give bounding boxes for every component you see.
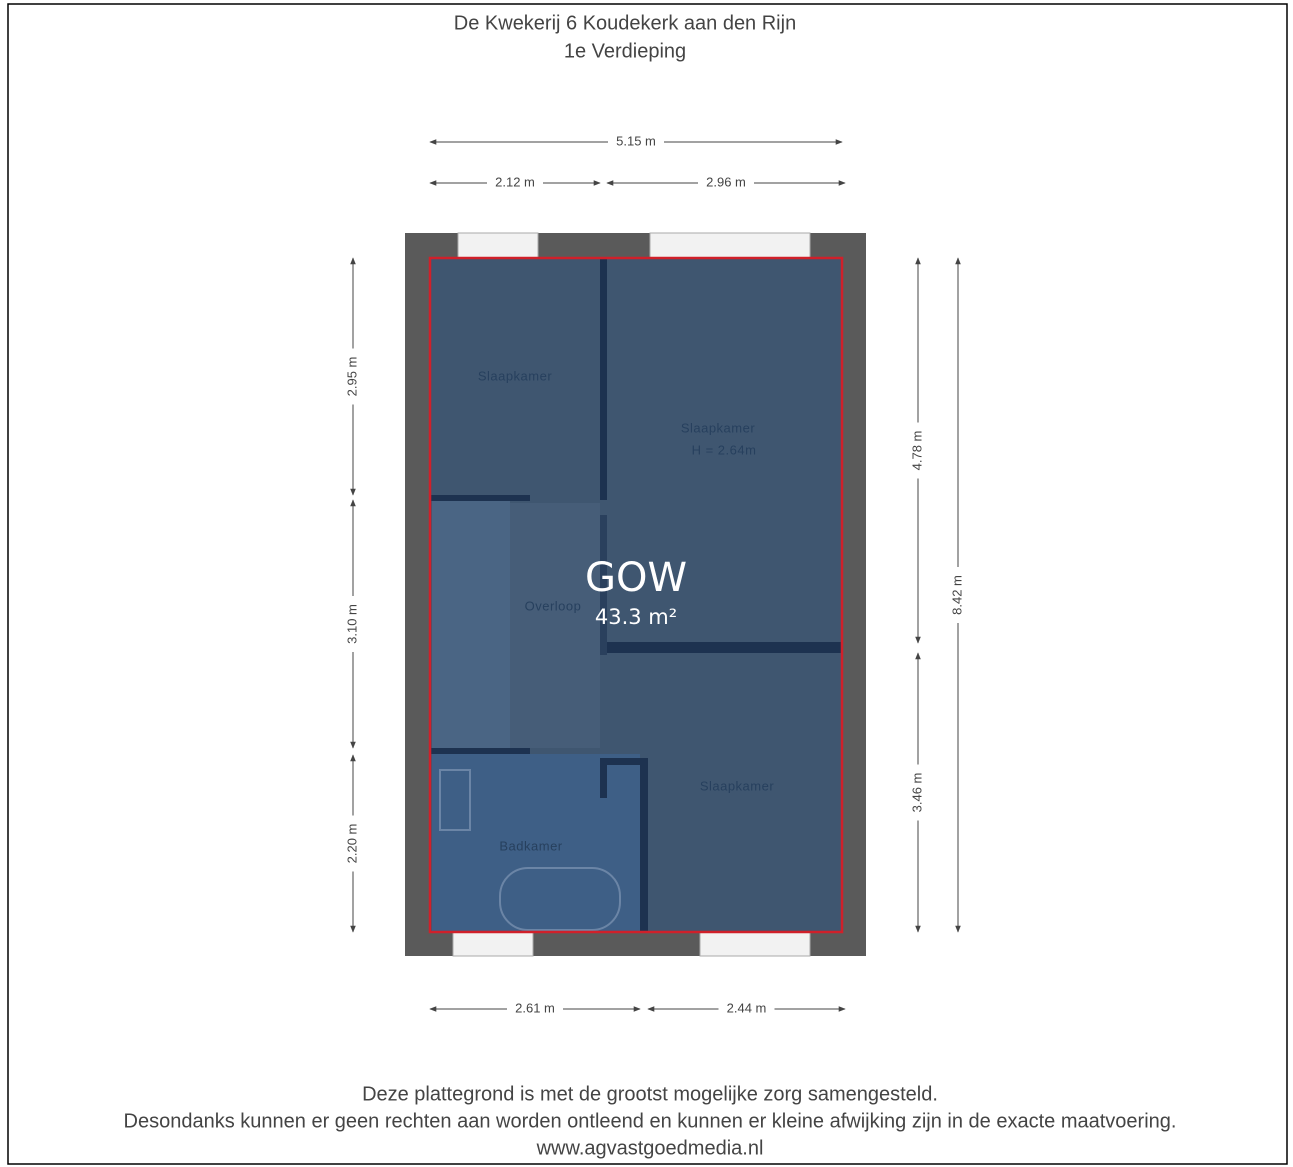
dimension-label: 2.61 m xyxy=(515,1000,555,1015)
inner-wall xyxy=(600,258,607,500)
sink xyxy=(439,769,471,831)
dimension-label: 2.96 m xyxy=(706,174,746,189)
dimension: 2.44 m xyxy=(647,1000,846,1015)
dimension: 2.12 m xyxy=(429,174,601,189)
dimension-label: 8.42 m xyxy=(949,575,964,615)
dimension: 5.15 m xyxy=(429,133,843,148)
labels: Slaapkamer Slaapkamer H = 2.64m Overloop… xyxy=(478,368,775,853)
dimension: 2.20 m xyxy=(344,754,359,933)
area-value: 43.3 m² xyxy=(595,605,677,629)
area-outline xyxy=(428,256,844,934)
inner-wall xyxy=(607,642,842,653)
inner-wall xyxy=(600,758,607,798)
inner-wall xyxy=(600,515,607,655)
room-label: Slaapkamer xyxy=(681,420,756,435)
area-label: GOW xyxy=(585,555,687,601)
inner-wall xyxy=(600,758,648,765)
dimension-label: 2.44 m xyxy=(727,1000,767,1015)
dimension-label: 3.10 m xyxy=(344,604,359,644)
dimension-label: 3.46 m xyxy=(909,773,924,813)
bathtub xyxy=(499,867,621,931)
window xyxy=(457,232,539,259)
dimension-label: 2.20 m xyxy=(344,824,359,864)
room-label: Slaapkamer xyxy=(700,778,775,793)
dimension: 3.10 m xyxy=(344,499,359,749)
dimension-label: 2.95 m xyxy=(344,357,359,397)
inner-wall xyxy=(430,748,530,754)
dimension: 4.78 m xyxy=(909,257,924,644)
dimension: 8.42 m xyxy=(949,257,964,933)
footer-line: Deze plattegrond is met de grootst mogel… xyxy=(362,1083,938,1105)
room-label: Slaapkamer xyxy=(478,368,553,383)
landing xyxy=(510,503,600,748)
dimension: 2.95 m xyxy=(344,257,359,496)
frame xyxy=(7,3,1288,1165)
room-label: Badkamer xyxy=(499,838,562,853)
room-note: H = 2.64m xyxy=(692,442,757,457)
footer-line: www.agvastgoedmedia.nl xyxy=(536,1137,764,1159)
room-label: Overloop xyxy=(525,598,582,613)
dimension-label: 4.78 m xyxy=(909,431,924,471)
dimension: 3.46 m xyxy=(909,652,924,933)
inner-wall xyxy=(430,495,530,501)
stairs xyxy=(432,500,510,748)
dimension: 2.61 m xyxy=(429,1000,641,1015)
dimension-label: 2.12 m xyxy=(495,174,535,189)
dimension: 2.96 m xyxy=(606,174,846,189)
subtitle: 1e Verdieping xyxy=(564,40,686,62)
window xyxy=(649,232,811,259)
window xyxy=(452,931,534,957)
footer-line: Desondanks kunnen er geen rechten aan wo… xyxy=(124,1110,1177,1132)
dimension-label: 5.15 m xyxy=(616,133,656,148)
inner-wall xyxy=(640,758,648,932)
title: De Kwekerij 6 Koudekerk aan den Rijn xyxy=(454,12,796,34)
walls xyxy=(405,232,866,957)
window xyxy=(699,931,811,957)
